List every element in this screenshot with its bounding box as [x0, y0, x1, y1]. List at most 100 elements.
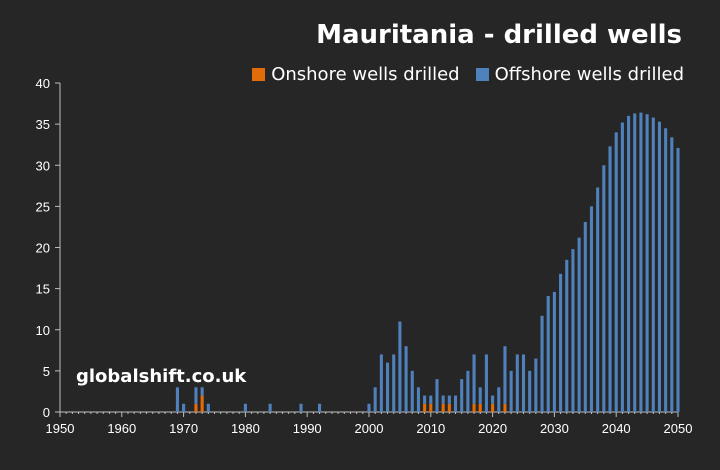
bar-offshore-1970 — [182, 403, 186, 412]
chart-title: Mauritania - drilled wells — [316, 20, 682, 50]
bar-offshore-2027 — [534, 358, 538, 412]
bar-onshore-1973 — [200, 395, 204, 412]
bar-offshore-2030 — [552, 291, 556, 412]
bar-offshore-2018 — [478, 387, 482, 404]
bar-offshore-2042 — [627, 115, 631, 413]
bar-onshore-2009 — [423, 403, 427, 412]
bar-offshore-2012 — [441, 395, 445, 404]
bar-offshore-2032 — [565, 259, 569, 412]
legend-label-offshore: Offshore wells drilled — [494, 64, 684, 85]
bar-offshore-2050 — [676, 147, 680, 413]
bar-onshore-2010 — [429, 403, 433, 412]
y-tick-label: 35 — [36, 117, 50, 132]
bar-offshore-1974 — [206, 403, 210, 412]
bar-offshore-2016 — [466, 370, 470, 412]
bar-offshore-2047 — [657, 121, 662, 412]
bar-offshore-1992 — [318, 403, 322, 412]
bar-offshore-1980 — [243, 403, 247, 412]
bar-offshore-2029 — [546, 296, 550, 412]
legend-item-offshore: Offshore wells drilled — [475, 64, 684, 85]
bar-offshore-2009 — [423, 395, 427, 404]
bar-offshore-2036 — [589, 206, 594, 412]
bar-offshore-2049 — [670, 137, 674, 412]
x-tick-label: 2010 — [416, 421, 445, 436]
bar-offshore-2038 — [602, 165, 606, 412]
bar-offshore-2024 — [515, 354, 519, 412]
bar-offshore-1972 — [194, 387, 198, 404]
bar-offshore-2031 — [559, 273, 563, 412]
bar-onshore-2018 — [478, 403, 482, 412]
y-tick-label: 10 — [36, 323, 50, 338]
bar-offshore-2017 — [472, 354, 476, 404]
y-tick-label: 5 — [43, 364, 50, 379]
bar-offshore-2026 — [528, 370, 532, 412]
legend: Onshore wells drilled Offshore wells dri… — [252, 64, 684, 85]
bar-offshore-2000 — [367, 403, 371, 412]
x-tick-label: 1970 — [169, 421, 198, 436]
legend-item-onshore: Onshore wells drilled — [252, 64, 460, 85]
bar-offshore-2020 — [491, 395, 495, 404]
x-tick-label: 1960 — [107, 421, 136, 436]
bar-offshore-2022 — [503, 346, 507, 404]
bar-offshore-2008 — [416, 387, 420, 412]
bar-offshore-2037 — [596, 187, 600, 412]
y-tick-label: 0 — [43, 405, 50, 420]
y-tick-label: 30 — [36, 158, 50, 173]
y-tick-label: 25 — [36, 199, 50, 214]
x-tick-label: 1950 — [46, 421, 75, 436]
bar-offshore-2034 — [577, 237, 581, 412]
bar-offshore-2006 — [404, 346, 408, 412]
x-tick-label: 2050 — [664, 421, 693, 436]
bar-offshore-2014 — [453, 395, 458, 412]
bar-onshore-2012 — [441, 403, 445, 412]
bar-offshore-2028 — [540, 315, 544, 412]
bar-offshore-2044 — [639, 112, 643, 413]
bar-offshore-1973 — [200, 387, 204, 396]
x-tick-label: 2040 — [602, 421, 631, 436]
y-tick-label: 15 — [36, 282, 50, 297]
bar-onshore-1972 — [194, 403, 198, 412]
x-tick-label: 2020 — [478, 421, 507, 436]
bar-offshore-2011 — [435, 379, 439, 412]
bar-offshore-2035 — [583, 222, 587, 412]
bar-offshore-2001 — [373, 387, 377, 412]
bar-offshore-2021 — [497, 387, 501, 412]
bar-offshore-1989 — [299, 403, 303, 412]
bar-offshore-2010 — [429, 395, 433, 404]
bar-onshore-2013 — [447, 403, 451, 412]
bar-offshore-2033 — [571, 249, 575, 412]
bar-offshore-2040 — [614, 132, 618, 412]
bar-offshore-2003 — [385, 362, 390, 412]
bar-offshore-2007 — [410, 370, 414, 412]
bar-offshore-2043 — [633, 113, 637, 413]
bar-offshore-2039 — [608, 146, 612, 412]
x-tick-label: 2000 — [355, 421, 384, 436]
bar-offshore-2045 — [645, 114, 649, 412]
x-tick-label: 1980 — [231, 421, 260, 436]
bar-onshore-2020 — [491, 403, 495, 412]
bar-offshore-2004 — [392, 354, 396, 412]
bar-offshore-2015 — [460, 379, 464, 412]
bar-offshore-2048 — [664, 128, 668, 413]
legend-label-onshore: Onshore wells drilled — [271, 64, 460, 85]
bar-offshore-2046 — [651, 117, 655, 413]
legend-swatch-offshore — [475, 68, 489, 81]
watermark-text: globalshift.co.uk — [76, 366, 247, 387]
bar-offshore-2023 — [509, 370, 513, 412]
bar-offshore-1969 — [175, 387, 179, 412]
bar-offshore-2005 — [398, 321, 402, 412]
bar-offshore-2019 — [484, 354, 488, 412]
bar-offshore-2013 — [447, 395, 451, 404]
bar-offshore-2002 — [379, 354, 383, 412]
bar-offshore-2025 — [521, 354, 526, 412]
x-tick-label: 1990 — [293, 421, 322, 436]
bar-offshore-2041 — [620, 122, 624, 412]
y-tick-label: 40 — [36, 76, 50, 91]
legend-swatch-onshore — [252, 68, 266, 81]
bar-onshore-2022 — [503, 403, 507, 412]
bar-offshore-1984 — [268, 403, 272, 412]
y-tick-label: 20 — [36, 241, 50, 256]
x-tick-label: 2030 — [540, 421, 569, 436]
bar-onshore-2017 — [472, 403, 476, 412]
